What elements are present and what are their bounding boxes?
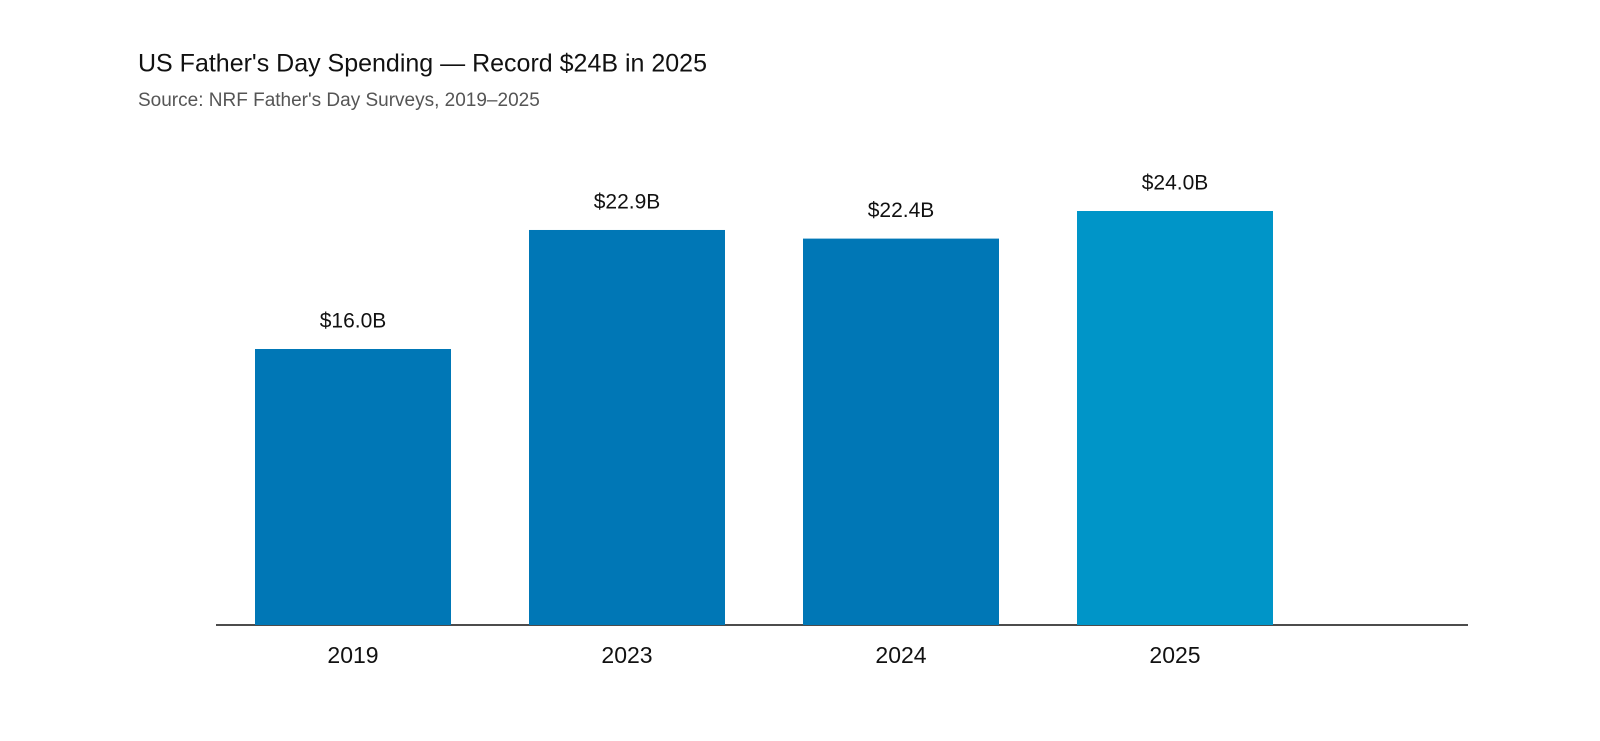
x-tick-label: 2024 <box>875 642 926 668</box>
bar <box>529 229 725 625</box>
value-label: $22.9B <box>594 191 661 214</box>
value-label: $24.0B <box>1142 172 1209 195</box>
x-tick-label: 2023 <box>601 642 652 668</box>
chart-subtitle: Source: NRF Father's Day Surveys, 2019–2… <box>138 90 540 111</box>
bar <box>1077 211 1273 625</box>
x-tick-label: 2025 <box>1149 642 1200 668</box>
bar <box>255 349 451 625</box>
bar <box>803 238 999 625</box>
value-label: $22.4B <box>868 199 935 222</box>
x-tick-label: 2019 <box>327 642 378 668</box>
chart-title: US Father's Day Spending — Record $24B i… <box>138 50 707 78</box>
value-label: $16.0B <box>320 310 387 333</box>
